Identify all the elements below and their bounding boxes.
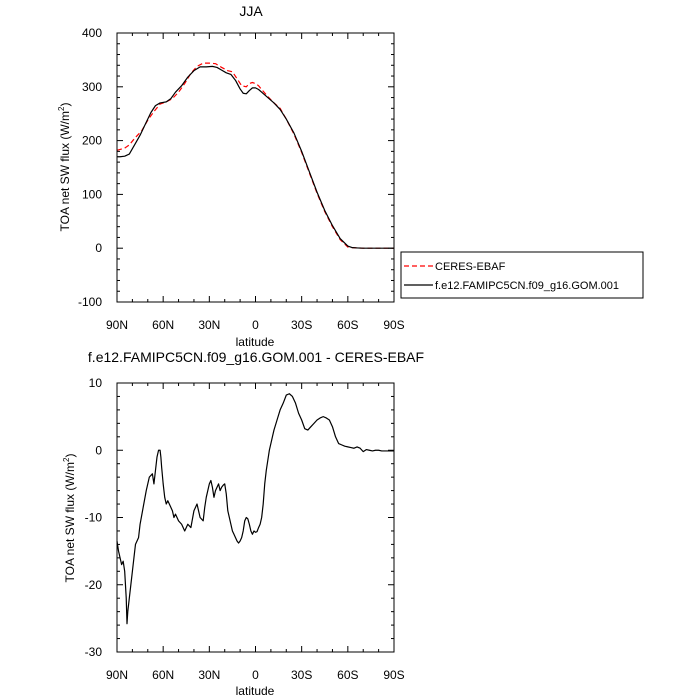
top-y-axis-label: TOA net SW flux (W/m2) [57,103,72,232]
bottom-series-line-difference [116,393,394,625]
bottom-y-tick-label: 0 [95,443,102,457]
bottom-x-tick-label: 60S [337,668,358,682]
legend-label-ceres: CERES-EBAF [435,261,506,273]
bottom-y-axis-label-sup: 2 [62,457,71,462]
bottom-x-tick-label: 30N [198,668,220,682]
legend-box [400,251,644,299]
bottom-y-axis-label: TOA net SW flux (W/m2) [62,454,77,583]
top-x-tick-label: 60S [337,318,358,332]
top-y-axis-label-sup: 2 [57,106,66,111]
top-x-tick-label: 0 [252,318,259,332]
top-x-tick-label: 90N [106,318,128,332]
top-y-tick-label: -100 [78,295,102,309]
top-plot-frame [116,32,395,303]
top-series-line-ceres [116,62,394,249]
top-y-tick-label: 0 [95,241,102,255]
top-y-tick-label: 200 [82,134,102,148]
bottom-chart-title: f.e12.FAMIPC5CN.f09_g16.GOM.001 - CERES-… [88,349,424,365]
top-x-tick-label: 90S [383,318,404,332]
bottom-x-tick-label: 60N [152,668,174,682]
top-y-tick-label: 100 [82,187,102,201]
bottom-x-tick-label: 90S [383,668,404,682]
bottom-chart: f.e12.FAMIPC5CN.f09_g16.GOM.001 - CERES-… [62,349,424,698]
top-x-tick-label: 60N [152,318,174,332]
bottom-x-tick-label: 30S [291,668,312,682]
bottom-y-axis-label-main: TOA net SW flux (W/m [63,462,77,582]
bottom-x-tick-label: 90N [106,668,128,682]
top-y-axis-label-close: ) [58,103,72,107]
top-x-axis-label: latitude [236,335,275,349]
top-chart: JJA 90N 60N 30N 0 30S 60S 90S -100 0 100 200 300 400… [57,3,644,349]
bottom-x-axis-label: latitude [236,684,275,698]
bottom-y-axis-label-close: ) [63,454,77,458]
legend-label-model: f.e12.FAMIPC5CN.f09_g16.GOM.001 [435,280,619,292]
bottom-y-tick-label: -30 [85,645,103,659]
top-y-axis-label-main: TOA net SW flux (W/m [58,111,72,231]
top-y-tick-label: 400 [82,26,102,40]
top-x-tick-label: 30N [198,318,220,332]
bottom-y-tick-label: -20 [85,578,103,592]
bottom-plot-frame [116,382,395,653]
top-y-tick-label: 300 [82,80,102,94]
top-chart-title: JJA [239,3,263,19]
top-series-line-model [117,65,394,249]
bottom-x-tick-label: 0 [252,668,259,682]
bottom-y-tick-label: 10 [89,376,103,390]
bottom-y-tick-label: -10 [85,511,103,525]
legend: CERES-EBAF f.e12.FAMIPC5CN.f09_g16.GOM.0… [400,251,644,299]
top-x-tick-label: 30S [291,318,312,332]
